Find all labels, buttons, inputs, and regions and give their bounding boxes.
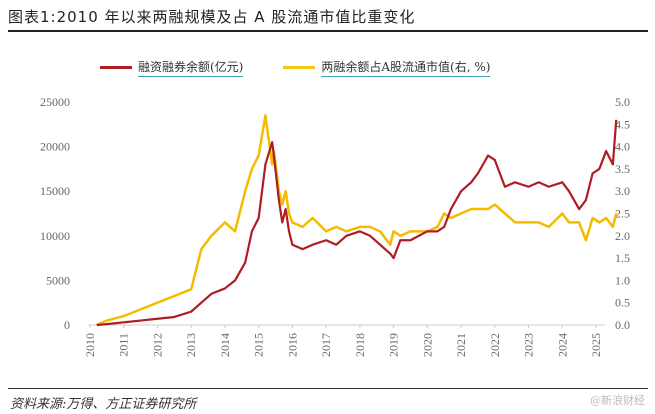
x-tick-label: 2019 [387, 333, 401, 357]
chart-legend: 融资融券余额(亿元) 两融余额占A股流通市值(右, %) [100, 58, 530, 77]
x-tick-label: 2015 [252, 333, 266, 357]
source-divider [8, 388, 648, 389]
x-tick-label: 2025 [589, 333, 603, 357]
y-axis-left: 0 5000 10000 15000 20000 25000 [40, 95, 70, 332]
x-tick-label: 2016 [285, 333, 299, 357]
x-tick-label: 2011 [117, 333, 131, 357]
chart-title: 图表1:2010 年以来两融规模及占 A 股流通市值比重变化 [8, 8, 416, 26]
series-market-share-line [96, 114, 618, 327]
y2-tick-label: 1.0 [615, 273, 630, 287]
y2-tick-label: 3.0 [615, 184, 630, 198]
x-tick-label: 2023 [522, 333, 536, 357]
y2-tick-label: 0.0 [615, 318, 630, 332]
y-tick-label: 15000 [40, 184, 70, 198]
y2-tick-label: 3.5 [615, 162, 630, 176]
y-tick-label: 10000 [40, 229, 70, 243]
x-tick-label: 2014 [218, 333, 232, 357]
y2-tick-label: 1.5 [615, 251, 630, 265]
legend-item-margin-balance: 融资融券余额(亿元) [100, 58, 244, 77]
y-tick-label: 20000 [40, 140, 70, 154]
y2-tick-label: 4.0 [615, 140, 630, 154]
y2-tick-label: 4.5 [615, 117, 630, 131]
x-tick-label: 2018 [353, 333, 367, 357]
y2-tick-label: 0.5 [615, 296, 630, 310]
y2-tick-label: 2.0 [615, 229, 630, 243]
x-tick-label: 2020 [420, 333, 434, 357]
y-axis-right: 0.0 0.5 1.0 1.5 2.0 2.5 3.0 3.5 4.0 4.5 5.0 [615, 95, 630, 332]
x-tick-label: 2012 [150, 333, 164, 357]
series-margin-balance-line [96, 119, 618, 327]
y-tick-label: 0 [64, 318, 70, 332]
watermark: @新浪财经 [590, 394, 645, 407]
y-tick-label: 5000 [46, 273, 70, 287]
x-tick-label: 2021 [454, 333, 468, 357]
x-tick-label: 2024 [555, 333, 569, 357]
plot-area [96, 114, 618, 327]
legend-item-market-share: 两融余额占A股流通市值(右, %) [283, 58, 491, 77]
y-tick-label: 25000 [40, 95, 70, 109]
x-tick-label: 2010 [83, 333, 97, 357]
y2-tick-label: 5.0 [615, 95, 630, 109]
legend-label-market-share: 两融余额占A股流通市值(右, %) [321, 58, 491, 77]
x-tick-label: 2013 [184, 333, 198, 357]
legend-swatch-yellow [283, 66, 316, 69]
title-divider [8, 30, 648, 32]
x-axis: 2010 2011 2012 2013 2014 2015 2016 2017 2018 2019… [83, 324, 605, 357]
legend-label-margin-balance: 融资融券余额(亿元) [138, 58, 244, 77]
y2-tick-label: 2.5 [615, 207, 630, 221]
x-tick-label: 2022 [488, 333, 502, 357]
source-note: 资料来源:万得、方正证券研究所 [10, 397, 197, 412]
x-tick-label: 2017 [319, 333, 333, 357]
legend-swatch-red [100, 66, 132, 69]
